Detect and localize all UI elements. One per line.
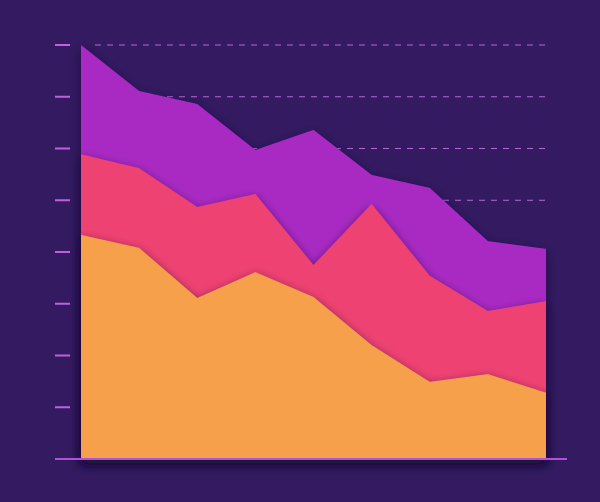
area	[81, 234, 546, 459]
